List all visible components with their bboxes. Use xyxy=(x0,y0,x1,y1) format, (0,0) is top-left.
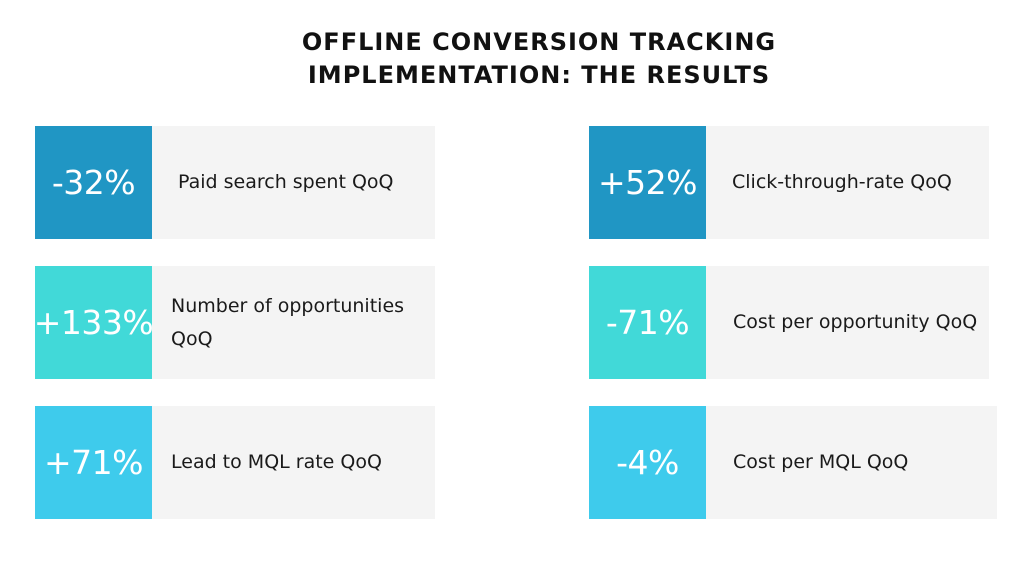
metric-value: +52% xyxy=(589,126,706,239)
metric-value: -32% xyxy=(35,126,152,239)
metric-label: Lead to MQL rate QoQ xyxy=(171,451,382,473)
metric-value: +71% xyxy=(35,406,152,519)
metric-value: -4% xyxy=(589,406,706,519)
metric-card-cost-per-mql: -4% Cost per MQL QoQ xyxy=(589,406,997,519)
metric-label: Cost per opportunity QoQ xyxy=(733,311,978,333)
page-title: OFFLINE CONVERSION TRACKING IMPLEMENTATI… xyxy=(0,26,1024,92)
title-line-1: OFFLINE CONVERSION TRACKING xyxy=(301,28,777,56)
metric-label: Click-through-rate QoQ xyxy=(732,171,952,193)
metric-value: +133% xyxy=(34,266,154,379)
metric-label: Number of opportunities QoQ xyxy=(171,294,405,350)
metric-card-click-through-rate: +52% Click-through-rate QoQ xyxy=(589,126,989,239)
metric-label: Cost per MQL QoQ xyxy=(733,451,909,473)
metric-card-paid-search-spent: -32% Paid search spent QoQ xyxy=(35,126,435,239)
metric-card-lead-to-mql-rate: +71% Lead to MQL rate QoQ xyxy=(35,406,435,519)
metric-card-cost-per-opportunity: -71% Cost per opportunity QoQ xyxy=(589,266,989,379)
metric-label: Paid search spent QoQ xyxy=(178,171,394,193)
title-line-2: IMPLEMENTATION: THE RESULTS xyxy=(307,61,771,89)
metric-value: -71% xyxy=(589,266,706,379)
metric-card-number-of-opportunities: +133% Number of opportunities QoQ xyxy=(34,266,435,379)
